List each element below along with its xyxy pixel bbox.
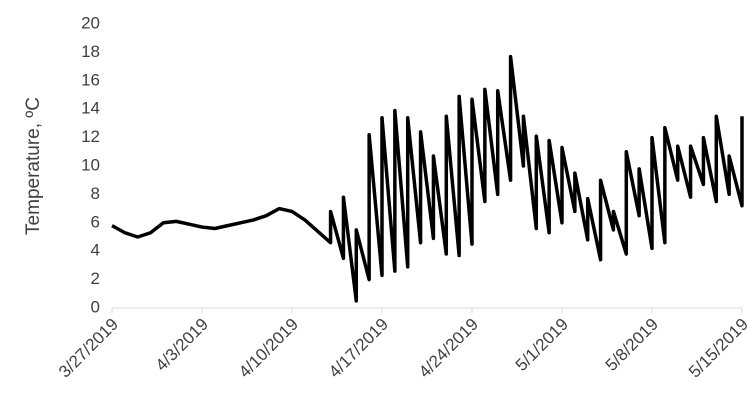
y-tick-label: 4 [91, 241, 100, 260]
series-line [111, 54, 744, 303]
x-tick-label: 4/17/2019 [325, 315, 392, 382]
x-tick-label: 3/27/2019 [55, 315, 122, 382]
y-tick-label: 10 [81, 155, 100, 174]
y-axis-label: Temperature, ºC [23, 97, 44, 235]
x-tick-label: 4/3/2019 [152, 315, 212, 375]
x-tick-label: 5/8/2019 [602, 315, 662, 375]
y-tick-label: 14 [81, 99, 100, 118]
y-tick-label: 16 [81, 70, 100, 89]
y-tick-label: 12 [81, 127, 100, 146]
y-tick-label: 8 [91, 184, 100, 203]
y-tick-label: 18 [81, 42, 100, 61]
x-tick-label: 5/1/2019 [512, 315, 572, 375]
y-tick-label: 6 [91, 212, 100, 231]
y-tick-label: 2 [91, 269, 100, 288]
y-tick-label: 0 [91, 297, 100, 316]
x-tick-label: 5/15/2019 [685, 315, 747, 382]
y-tick-label: 20 [81, 13, 100, 32]
x-tick-label: 4/24/2019 [415, 315, 482, 382]
x-tick-label: 4/10/2019 [235, 315, 302, 382]
